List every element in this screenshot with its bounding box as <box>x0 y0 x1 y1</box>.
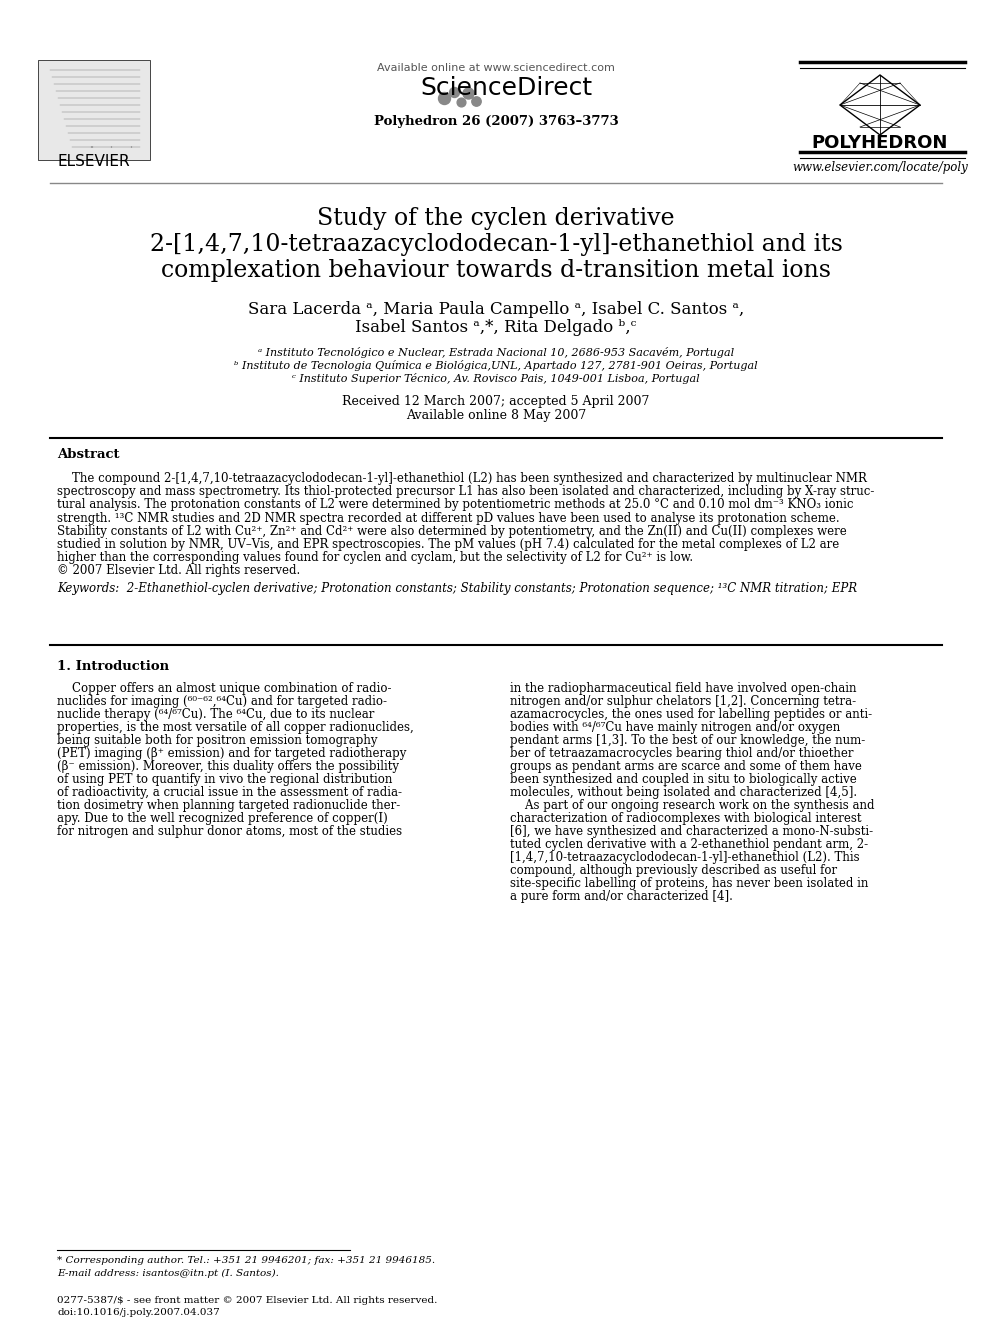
Text: Abstract: Abstract <box>57 448 119 462</box>
Text: ber of tetraazamacrocycles bearing thiol and/or thioether: ber of tetraazamacrocycles bearing thiol… <box>510 747 853 759</box>
Text: doi:10.1016/j.poly.2007.04.037: doi:10.1016/j.poly.2007.04.037 <box>57 1308 220 1316</box>
Text: of using PET to quantify in vivo the regional distribution: of using PET to quantify in vivo the reg… <box>57 773 393 786</box>
Text: 1. Introduction: 1. Introduction <box>57 660 169 673</box>
Text: in the radiopharmaceutical field have involved open-chain: in the radiopharmaceutical field have in… <box>510 681 856 695</box>
Text: higher than the corresponding values found for cyclen and cyclam, but the select: higher than the corresponding values fou… <box>57 552 693 564</box>
Text: Study of the cyclen derivative: Study of the cyclen derivative <box>317 206 675 229</box>
Text: (PET) imaging (β⁺ emission) and for targeted radiotherapy: (PET) imaging (β⁺ emission) and for targ… <box>57 747 407 759</box>
Text: of radioactivity, a crucial issue in the assessment of radia-: of radioactivity, a crucial issue in the… <box>57 786 402 799</box>
Text: nuclide therapy (⁶⁴/⁶⁷Cu). The ⁶⁴Cu, due to its nuclear: nuclide therapy (⁶⁴/⁶⁷Cu). The ⁶⁴Cu, due… <box>57 708 374 721</box>
Text: nitrogen and/or sulphur chelators [1,2]. Concerning tetra-: nitrogen and/or sulphur chelators [1,2].… <box>510 695 856 708</box>
Text: ScienceDirect: ScienceDirect <box>420 75 592 101</box>
Text: Isabel Santos ᵃ,*, Rita Delgado ᵇ,ᶜ: Isabel Santos ᵃ,*, Rita Delgado ᵇ,ᶜ <box>355 319 637 336</box>
Text: studied in solution by NMR, UV–Vis, and EPR spectroscopies. The pM values (pH 7.: studied in solution by NMR, UV–Vis, and … <box>57 538 839 550</box>
Text: ᵃ Instituto Tecnológico e Nuclear, Estrada Nacional 10, 2686-953 Sacavém, Portug: ᵃ Instituto Tecnológico e Nuclear, Estra… <box>258 347 734 357</box>
Text: * Corresponding author. Tel.: +351 21 9946201; fax: +351 21 9946185.: * Corresponding author. Tel.: +351 21 99… <box>57 1256 435 1265</box>
Text: Copper offers an almost unique combination of radio-: Copper offers an almost unique combinati… <box>57 681 392 695</box>
Text: a pure form and/or characterized [4].: a pure form and/or characterized [4]. <box>510 890 733 904</box>
Text: being suitable both for positron emission tomography: being suitable both for positron emissio… <box>57 734 378 747</box>
Text: Available online at www.sciencedirect.com: Available online at www.sciencedirect.co… <box>377 64 615 73</box>
Text: Keywords:  2-Ethanethiol-cyclen derivative; Protonation constants; Stability con: Keywords: 2-Ethanethiol-cyclen derivativ… <box>57 582 857 594</box>
Text: tion dosimetry when planning targeted radionuclide ther-: tion dosimetry when planning targeted ra… <box>57 799 400 812</box>
Text: tuted cyclen derivative with a 2-ethanethiol pendant arm, 2-: tuted cyclen derivative with a 2-ethanet… <box>510 837 868 851</box>
Text: characterization of radiocomplexes with biological interest: characterization of radiocomplexes with … <box>510 812 861 826</box>
Text: Available online 8 May 2007: Available online 8 May 2007 <box>406 410 586 422</box>
Text: 0277-5387/$ - see front matter © 2007 Elsevier Ltd. All rights reserved.: 0277-5387/$ - see front matter © 2007 El… <box>57 1297 437 1304</box>
Text: tural analysis. The protonation constants of L2 were determined by potentiometri: tural analysis. The protonation constant… <box>57 499 853 512</box>
Text: azamacrocycles, the ones used for labelling peptides or anti-: azamacrocycles, the ones used for labell… <box>510 708 872 721</box>
Text: Sara Lacerda ᵃ, Maria Paula Campello ᵃ, Isabel C. Santos ᵃ,: Sara Lacerda ᵃ, Maria Paula Campello ᵃ, … <box>248 302 744 319</box>
Text: www.elsevier.com/locate/poly: www.elsevier.com/locate/poly <box>793 160 968 173</box>
Text: 2-[1,4,7,10-tetraazacyclododecan-1-yl]-ethanethiol and its: 2-[1,4,7,10-tetraazacyclododecan-1-yl]-e… <box>150 233 842 255</box>
Text: [1,4,7,10-tetraazacyclododecan-1-yl]-ethanethiol (L2). This: [1,4,7,10-tetraazacyclododecan-1-yl]-eth… <box>510 851 860 864</box>
Text: The compound 2-[1,4,7,10-tetraazacyclododecan-1-yl]-ethanethiol (L2) has been sy: The compound 2-[1,4,7,10-tetraazacyclodo… <box>57 472 867 486</box>
Text: groups as pendant arms are scarce and some of them have: groups as pendant arms are scarce and so… <box>510 759 862 773</box>
Text: ᶜ Instituto Superior Técnico, Av. Rovisco Pais, 1049-001 Lisboa, Portugal: ᶜ Instituto Superior Técnico, Av. Rovisc… <box>293 373 699 384</box>
Text: Polyhedron 26 (2007) 3763–3773: Polyhedron 26 (2007) 3763–3773 <box>374 115 618 128</box>
Text: [6], we have synthesized and characterized a mono-N-substi-: [6], we have synthesized and characteriz… <box>510 826 873 837</box>
Bar <box>38 60 150 160</box>
Text: complexation behaviour towards d-transition metal ions: complexation behaviour towards d-transit… <box>161 258 831 282</box>
Text: Received 12 March 2007; accepted 5 April 2007: Received 12 March 2007; accepted 5 April… <box>342 396 650 409</box>
Text: for nitrogen and sulphur donor atoms, most of the studies: for nitrogen and sulphur donor atoms, mo… <box>57 826 402 837</box>
Text: properties, is the most versatile of all copper radionuclides,: properties, is the most versatile of all… <box>57 721 414 734</box>
Text: strength. ¹³C NMR studies and 2D NMR spectra recorded at different pD values hav: strength. ¹³C NMR studies and 2D NMR spe… <box>57 512 839 525</box>
Text: © 2007 Elsevier Ltd. All rights reserved.: © 2007 Elsevier Ltd. All rights reserved… <box>57 565 301 577</box>
Text: compound, although previously described as useful for: compound, although previously described … <box>510 864 837 877</box>
Text: bodies with ⁶⁴/⁶⁷Cu have mainly nitrogen and/or oxygen: bodies with ⁶⁴/⁶⁷Cu have mainly nitrogen… <box>510 721 840 734</box>
Text: POLYHEDRON: POLYHEDRON <box>811 134 948 152</box>
Text: pendant arms [1,3]. To the best of our knowledge, the num-: pendant arms [1,3]. To the best of our k… <box>510 734 865 747</box>
Text: E-mail address: isantos@itn.pt (I. Santos).: E-mail address: isantos@itn.pt (I. Santo… <box>57 1269 279 1278</box>
Text: apy. Due to the well recognized preference of copper(I): apy. Due to the well recognized preferen… <box>57 812 388 826</box>
Text: ᵇ Instituto de Tecnologia Química e Biológica,UNL, Apartado 127, 2781-901 Oeiras: ᵇ Instituto de Tecnologia Química e Biol… <box>234 360 758 370</box>
Text: site-specific labelling of proteins, has never been isolated in: site-specific labelling of proteins, has… <box>510 877 868 890</box>
Text: (β⁻ emission). Moreover, this duality offers the possibility: (β⁻ emission). Moreover, this duality of… <box>57 759 399 773</box>
Text: As part of our ongoing research work on the synthesis and: As part of our ongoing research work on … <box>510 799 875 812</box>
Text: nuclides for imaging (⁶⁰⁻⁶²,⁶⁴Cu) and for targeted radio-: nuclides for imaging (⁶⁰⁻⁶²,⁶⁴Cu) and fo… <box>57 695 387 708</box>
Text: spectroscopy and mass spectrometry. Its thiol-protected precursor L1 has also be: spectroscopy and mass spectrometry. Its … <box>57 486 874 499</box>
Text: ELSEVIER: ELSEVIER <box>58 155 130 169</box>
Text: Stability constants of L2 with Cu²⁺, Zn²⁺ and Cd²⁺ were also determined by poten: Stability constants of L2 with Cu²⁺, Zn²… <box>57 525 847 538</box>
Text: molecules, without being isolated and characterized [4,5].: molecules, without being isolated and ch… <box>510 786 857 799</box>
Text: been synthesized and coupled in situ to biologically active: been synthesized and coupled in situ to … <box>510 773 857 786</box>
